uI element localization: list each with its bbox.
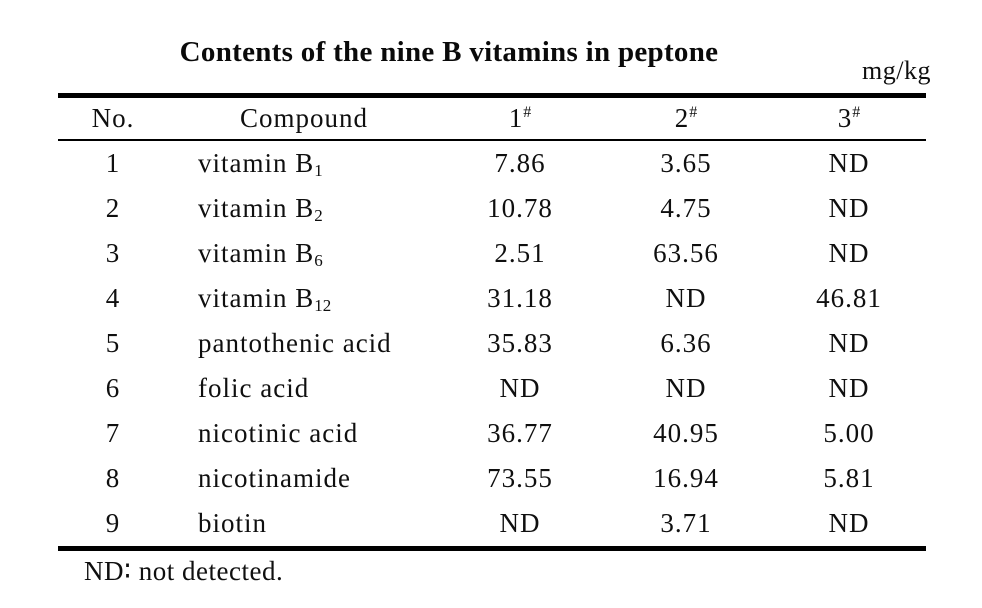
compound-name: vitamin B [198,238,315,268]
cell-sample1: ND [499,373,541,403]
cell-compound: biotin [168,508,440,539]
cell-sample1: ND [499,508,541,538]
cell-sample1: 31.18 [487,283,553,313]
compound-name: pantothenic acid [198,328,392,358]
cell-sample1: 7.86 [494,148,546,178]
column-header-compound: Compound [168,103,440,134]
column-header-no-label: No. [91,103,135,133]
column-header-sample3-sup: # [852,104,861,121]
cell-sample2: 40.95 [653,418,719,448]
table-row: 5 pantothenic acid 35.83 6.36 ND [58,321,926,366]
column-header-sample1: 1# [440,103,600,134]
compound-subscript: 6 [314,250,323,270]
cell-compound: vitamin B12 [168,283,440,314]
cell-sample3: ND [828,328,870,358]
column-header-sample3: 3# [772,103,926,134]
compound-name: nicotinamide [198,463,351,493]
cell-sample3: ND [828,193,870,223]
cell-sample3: ND [828,508,870,538]
cell-sample3: ND [828,148,870,178]
cell-sample3: ND [828,373,870,403]
table-row: 8 nicotinamide 73.55 16.94 5.81 [58,456,926,501]
cell-no: 9 [105,508,121,538]
column-header-no: No. [58,103,168,134]
compound-subscript: 2 [314,205,323,225]
cell-no: 2 [105,193,121,223]
cell-sample1: 10.78 [487,193,553,223]
cell-no: 7 [105,418,121,448]
cell-sample2: 4.75 [660,193,712,223]
cell-no: 4 [105,283,121,313]
cell-sample2: ND [665,373,707,403]
compound-subscript: 1 [314,160,323,180]
column-header-sample1-label: 1 [508,103,524,133]
compound-name: vitamin B [198,193,315,223]
cell-compound: nicotinic acid [168,418,440,449]
column-header-sample2-label: 2 [674,103,690,133]
cell-sample3: 46.81 [816,283,882,313]
cell-sample2: ND [665,283,707,313]
cell-no: 3 [105,238,121,268]
cell-sample1: 36.77 [487,418,553,448]
column-header-sample2-sup: # [689,104,698,121]
table-row: 7 nicotinic acid 36.77 40.95 5.00 [58,411,926,456]
table-header-row: No. Compound 1# 2# 3# [58,93,926,141]
column-header-sample2: 2# [600,103,772,134]
compound-name: biotin [198,508,268,538]
table-title: Contents of the nine B vitamins in pepto… [179,36,719,68]
cell-compound: pantothenic acid [168,328,440,359]
column-header-sample1-sup: # [523,104,532,121]
cell-sample2: 6.36 [660,328,712,358]
cell-sample1: 73.55 [487,463,553,493]
cell-sample1: 2.51 [494,238,546,268]
cell-no: 1 [105,148,121,178]
cell-compound: nicotinamide [168,463,440,494]
cell-sample2: 3.65 [660,148,712,178]
cell-compound: folic acid [168,373,440,404]
compound-name: vitamin B [198,148,315,178]
column-header-sample3-label: 3 [837,103,853,133]
cell-compound: vitamin B6 [168,238,440,269]
unit-label: mg/kg [862,56,931,85]
cell-no: 8 [105,463,121,493]
cell-sample3: ND [828,238,870,268]
cell-sample1: 35.83 [487,328,553,358]
table-row: 9 biotin ND 3.71 ND [58,501,926,546]
compound-name: nicotinic acid [198,418,359,448]
cell-no: 5 [105,328,121,358]
table-row: 6 folic acid ND ND ND [58,366,926,411]
table-body: 1 vitamin B1 7.86 3.65 ND 2 vitamin B2 1… [58,141,926,551]
cell-sample2: 16.94 [653,463,719,493]
compound-name: folic acid [198,373,310,403]
cell-compound: vitamin B2 [168,193,440,224]
table-row: 1 vitamin B1 7.86 3.65 ND [58,141,926,186]
column-header-compound-label: Compound [239,103,368,133]
compound-subscript: 12 [314,295,332,315]
table-row: 4 vitamin B12 31.18 ND 46.81 [58,276,926,321]
table-row: 2 vitamin B2 10.78 4.75 ND [58,186,926,231]
vitamin-table: No. Compound 1# 2# 3# 1 vitamin B1 7.86 … [58,93,926,551]
cell-sample3: 5.81 [823,463,875,493]
cell-sample3: 5.00 [823,418,875,448]
cell-sample2: 63.56 [653,238,719,268]
cell-sample2: 3.71 [660,508,712,538]
cell-compound: vitamin B1 [168,148,440,179]
footnote: ND∶ not detected. [84,556,284,586]
cell-no: 6 [105,373,121,403]
table-row: 3 vitamin B6 2.51 63.56 ND [58,231,926,276]
compound-name: vitamin B [198,283,315,313]
